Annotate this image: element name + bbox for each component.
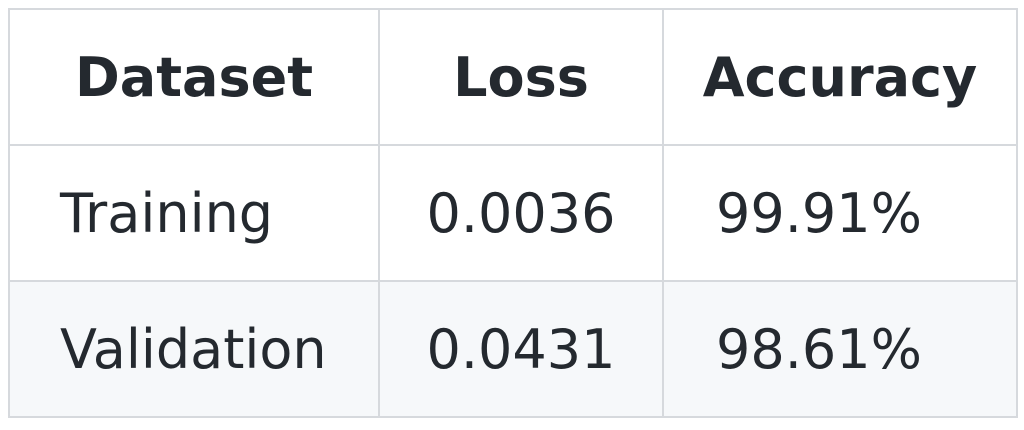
cell-accuracy: 99.91% xyxy=(662,144,1018,282)
cell-dataset: Validation xyxy=(8,280,380,418)
table-body: Training 0.0036 99.91% Validation 0.0431… xyxy=(8,144,1018,418)
cell-dataset: Training xyxy=(8,144,380,282)
header-row: Dataset Loss Accuracy xyxy=(8,8,1018,146)
cell-loss: 0.0036 xyxy=(378,144,664,282)
results-table-container: Dataset Loss Accuracy Training 0.0036 99… xyxy=(8,8,1018,418)
table-row: Validation 0.0431 98.61% xyxy=(8,280,1018,418)
cell-loss: 0.0431 xyxy=(378,280,664,418)
table-row: Training 0.0036 99.91% xyxy=(8,144,1018,282)
results-table: Dataset Loss Accuracy Training 0.0036 99… xyxy=(8,8,1018,418)
header-dataset: Dataset xyxy=(8,8,380,146)
header-loss: Loss xyxy=(378,8,664,146)
table-header: Dataset Loss Accuracy xyxy=(8,8,1018,146)
cell-accuracy: 98.61% xyxy=(662,280,1018,418)
header-accuracy: Accuracy xyxy=(662,8,1018,146)
